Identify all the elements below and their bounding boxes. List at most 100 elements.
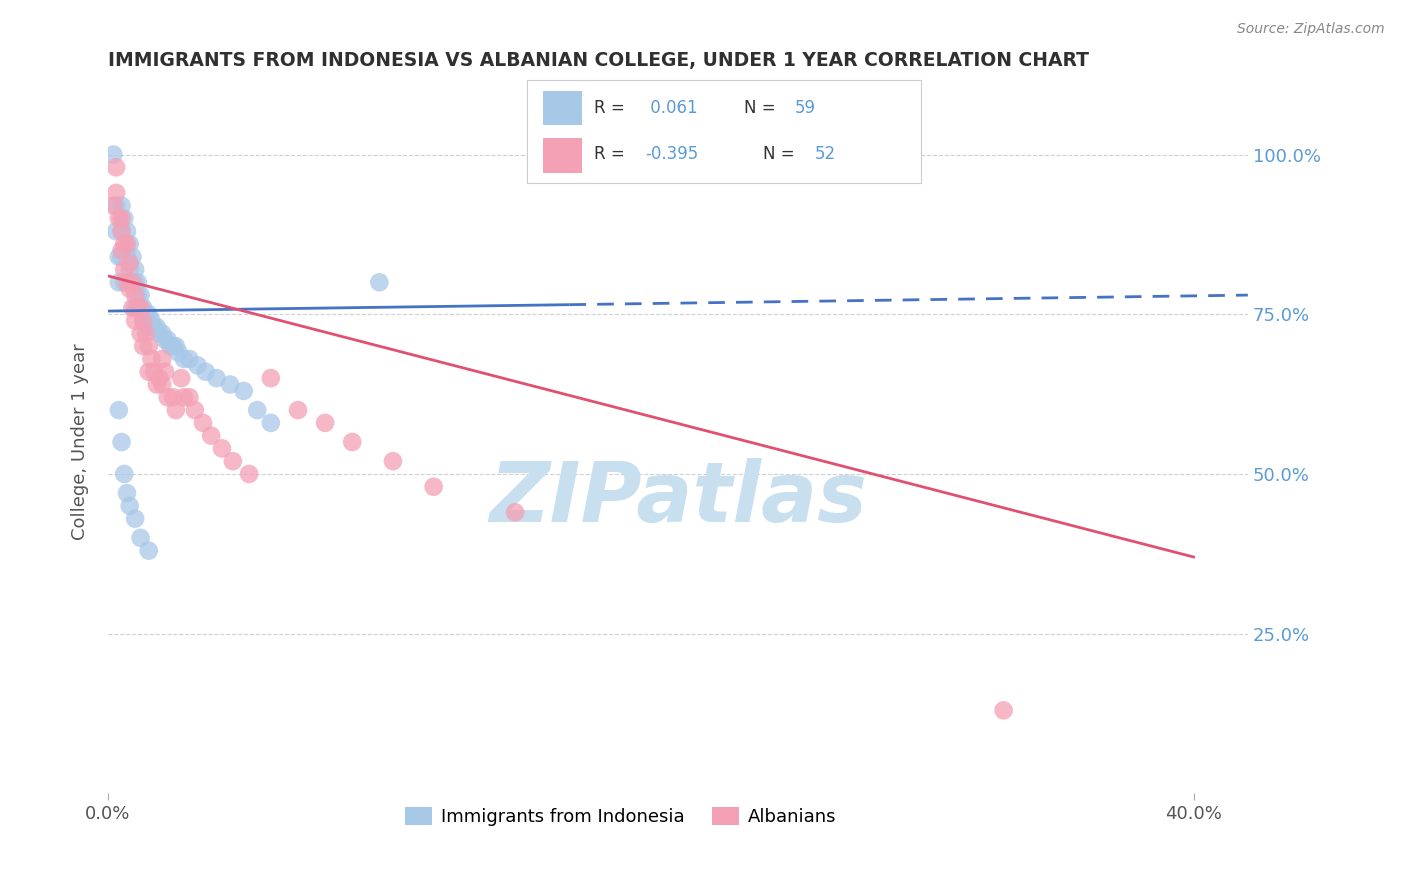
Point <box>222 454 245 468</box>
Point <box>132 301 155 315</box>
Point <box>381 454 404 468</box>
Point <box>314 416 336 430</box>
Point <box>115 275 138 289</box>
Text: N =: N = <box>763 145 794 163</box>
Point <box>110 250 132 264</box>
Point <box>112 211 135 226</box>
Bar <box>543 137 582 173</box>
Point <box>118 499 141 513</box>
Point <box>219 377 242 392</box>
Text: R =: R = <box>595 99 624 117</box>
Point <box>141 351 163 366</box>
Point <box>124 275 146 289</box>
Point <box>115 250 138 264</box>
Bar <box>543 91 582 126</box>
Point <box>105 199 128 213</box>
Point <box>118 262 141 277</box>
Point <box>112 262 135 277</box>
Point <box>105 186 128 200</box>
Point <box>143 365 166 379</box>
Point <box>124 313 146 327</box>
Text: R =: R = <box>595 145 624 163</box>
Point <box>165 403 187 417</box>
Point <box>156 333 179 347</box>
Point <box>110 224 132 238</box>
Point <box>135 326 157 341</box>
Point <box>260 371 283 385</box>
Point <box>112 244 135 258</box>
Point <box>503 505 526 519</box>
Point <box>141 313 163 327</box>
Point <box>105 224 128 238</box>
Point <box>129 288 152 302</box>
Point <box>342 435 364 450</box>
Point <box>162 339 184 353</box>
Text: N =: N = <box>744 99 775 117</box>
Point <box>162 390 184 404</box>
Point <box>156 390 179 404</box>
Point <box>138 543 160 558</box>
Point <box>260 416 283 430</box>
Point <box>103 147 125 161</box>
Point <box>146 320 169 334</box>
Y-axis label: College, Under 1 year: College, Under 1 year <box>72 343 89 541</box>
Point <box>121 301 143 315</box>
Point <box>118 237 141 252</box>
Point <box>179 351 201 366</box>
Point <box>422 480 444 494</box>
Point <box>153 333 176 347</box>
Point <box>148 326 170 341</box>
Point <box>110 244 132 258</box>
Point <box>115 486 138 500</box>
Point <box>167 345 190 359</box>
Point <box>170 371 193 385</box>
Point <box>159 339 181 353</box>
Point <box>121 275 143 289</box>
Point <box>287 403 309 417</box>
Point <box>118 256 141 270</box>
Point <box>127 288 149 302</box>
Text: 0.061: 0.061 <box>645 99 697 117</box>
Text: 59: 59 <box>794 99 815 117</box>
Point <box>179 390 201 404</box>
Point <box>129 531 152 545</box>
Point <box>124 288 146 302</box>
Point <box>187 359 209 373</box>
Point <box>191 416 214 430</box>
Point <box>138 339 160 353</box>
Point <box>211 442 233 456</box>
Point <box>115 224 138 238</box>
Point <box>148 371 170 385</box>
Point <box>232 384 254 398</box>
Point <box>105 161 128 175</box>
Point <box>110 199 132 213</box>
Point <box>108 211 131 226</box>
Point <box>184 403 207 417</box>
Point <box>138 365 160 379</box>
Point <box>194 365 217 379</box>
Point <box>124 262 146 277</box>
Point <box>368 275 391 289</box>
Point <box>150 326 173 341</box>
Point <box>138 320 160 334</box>
Point <box>153 365 176 379</box>
Point <box>118 282 141 296</box>
Point <box>129 326 152 341</box>
Point <box>124 511 146 525</box>
Point <box>135 307 157 321</box>
Point <box>112 467 135 481</box>
Point <box>110 211 132 226</box>
Point <box>143 320 166 334</box>
Text: -0.395: -0.395 <box>645 145 699 163</box>
Point <box>112 237 135 252</box>
Text: ZIPatlas: ZIPatlas <box>489 458 868 539</box>
Point <box>110 435 132 450</box>
Point <box>132 313 155 327</box>
Point <box>205 371 228 385</box>
Point <box>238 467 260 481</box>
Point <box>165 339 187 353</box>
Point <box>108 275 131 289</box>
Point <box>138 307 160 321</box>
Point <box>115 237 138 252</box>
Text: 52: 52 <box>814 145 835 163</box>
